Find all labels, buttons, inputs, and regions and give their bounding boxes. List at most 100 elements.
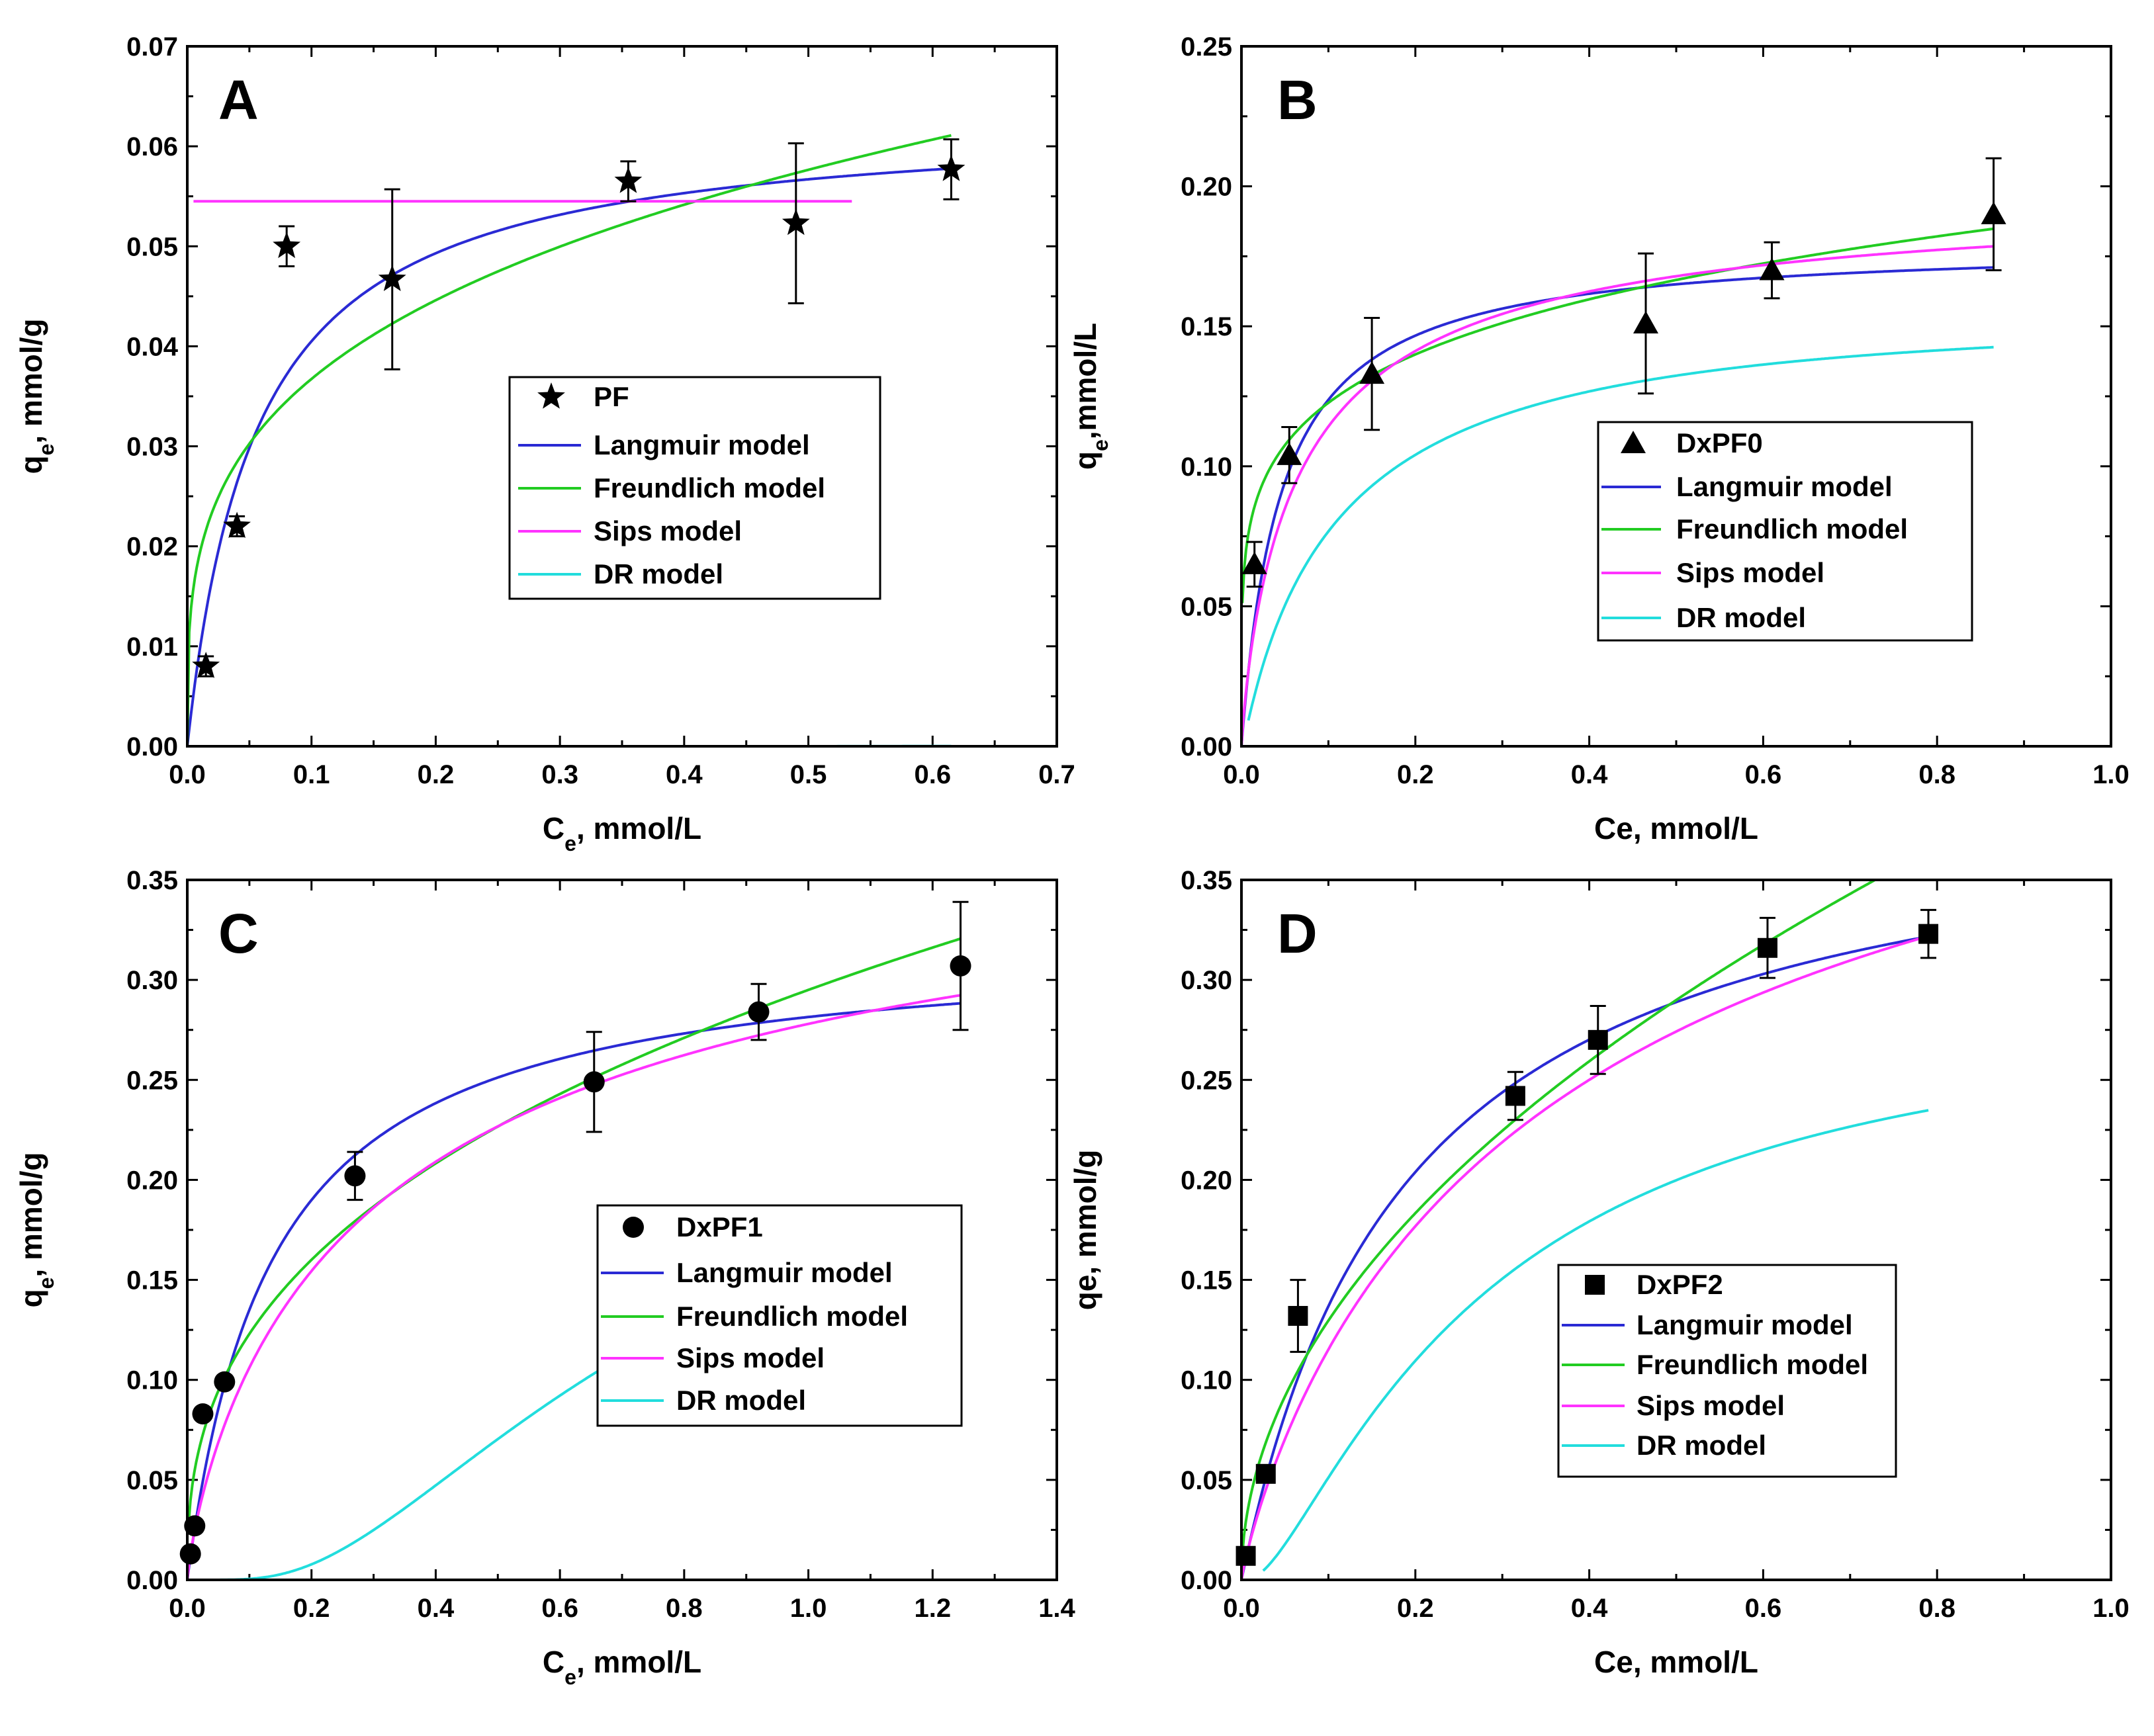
y-tick-label: 0.07: [126, 32, 178, 62]
data-point: [1633, 310, 1659, 333]
y-axis-title-part: e: [34, 444, 58, 456]
x-tick-label: 0.6: [541, 1594, 578, 1623]
x-tick-label: 0.2: [1397, 760, 1434, 789]
y-tick-label: 0.30: [1181, 966, 1232, 995]
x-axis-title-part: e: [564, 832, 576, 855]
curve-sips: [187, 994, 961, 1580]
plot-frame: [186, 879, 1058, 1581]
legend-label: Freundlich model: [1637, 1349, 1868, 1380]
x-tick-label: 0.6: [1745, 760, 1782, 789]
y-tick-label: 0.00: [126, 1566, 178, 1595]
data-point: [614, 167, 643, 193]
data-point: [179, 1543, 201, 1565]
y-tick-label: 0.15: [1181, 1266, 1232, 1295]
y-tick-label: 0.01: [126, 632, 178, 662]
plot-frame: [1240, 879, 2112, 1581]
curve-sips: [1241, 934, 1929, 1580]
y-axis-title-part: q: [14, 1289, 48, 1307]
data-point: [378, 265, 406, 291]
legend-label: Sips model: [594, 515, 742, 546]
y-tick-label: 0.10: [1181, 1366, 1232, 1395]
legend-label: Langmuir model: [1676, 471, 1893, 502]
curve-sips: [1241, 245, 1994, 746]
data-point: [583, 1071, 605, 1093]
y-tick-label: 0.15: [1181, 312, 1232, 341]
legend-label: Sips model: [676, 1342, 825, 1373]
y-tick-label: 0.05: [126, 1466, 178, 1495]
curve-freundlich: [187, 937, 962, 1525]
x-tick-label: 0.3: [541, 760, 578, 789]
y-axis-title-part: ,mmol/L: [1068, 323, 1102, 439]
y-tick-label: 0.35: [1181, 866, 1232, 895]
x-axis-title-part: , mmol/L: [576, 1645, 701, 1679]
legend-marker: [1621, 431, 1646, 453]
y-tick-label: 0.00: [1181, 732, 1232, 761]
y-axis-title: qe, mmol/g: [14, 318, 58, 474]
x-tick-label: 1.4: [1038, 1594, 1075, 1623]
y-axis-title: qe, mmol/g: [14, 1152, 58, 1307]
data-point: [1255, 1463, 1276, 1484]
legend-marker: [1585, 1275, 1605, 1295]
y-tick-label: 0.25: [1181, 32, 1232, 62]
panel-d: 0.0 0.2 0.4 0.6 0.8 1.0 0.00 0.05 0.10 0.15 0.20 0.…: [1068, 866, 2130, 1679]
y-axis-title-part: , mmol/g: [14, 318, 48, 443]
x-tick-label: 1.0: [2092, 760, 2130, 789]
x-tick-label: 0.4: [666, 760, 703, 789]
model-curves: [187, 134, 952, 746]
curve-dr: [1247, 345, 1994, 721]
legend-label: DR model: [1676, 602, 1806, 633]
y-tick-label: 0.15: [126, 1266, 178, 1295]
y-tick-label: 0.10: [126, 1366, 178, 1395]
data-point: [214, 1371, 236, 1393]
legend-label: Sips model: [1676, 557, 1824, 588]
data-point: [1277, 442, 1302, 465]
x-tick-label: 0.0: [1223, 1594, 1260, 1623]
x-axis-title-part: Ce, mmol/L: [1594, 1645, 1758, 1679]
y-axis-title-part: qe, mmol/g: [1068, 1150, 1102, 1311]
legend: DxPF2 Langmuir model Freundlich model Sips …: [1557, 1264, 1897, 1478]
data-point: [1359, 361, 1385, 384]
data-point: [748, 1001, 770, 1023]
x-tick-label: 0.0: [1223, 760, 1260, 789]
model-curves: [1241, 227, 1994, 746]
x-tick-label: 0.4: [1571, 1594, 1608, 1623]
y-axis-title-part: q: [14, 455, 48, 474]
legend-label: PF: [594, 381, 629, 412]
data-point: [223, 511, 251, 539]
x-axis-title-part: Ce, mmol/L: [1594, 811, 1758, 846]
data-point: [192, 1403, 214, 1425]
x-axis-title-part: C: [543, 811, 564, 846]
panel-letter: D: [1277, 902, 1318, 965]
data-point: [950, 955, 971, 976]
panel-c: 0.0 0.2 0.4 0.6 0.8 1.0 1.2 1.4 0.00 0.05 0.10 0.15…: [14, 866, 1076, 1689]
x-axis-title-part: C: [543, 1645, 564, 1679]
curve-langmuir: [1241, 935, 1929, 1580]
x-tick-label: 0.0: [169, 760, 206, 789]
x-tick-label: 0.4: [418, 1594, 455, 1623]
data-point: [1759, 257, 1785, 281]
x-axis-title-part: e: [564, 1665, 576, 1689]
legend-marker: [537, 382, 565, 409]
y-tick-label: 0.06: [126, 132, 178, 161]
legend-label: DR model: [594, 558, 723, 589]
panel-b: 0.0 0.2 0.4 0.6 0.8 1.0 0.00 0.05 0.10 0.15 0.20 0.…: [1068, 32, 2130, 846]
y-tick-label: 0.25: [126, 1066, 178, 1095]
plot-frame: [186, 45, 1058, 748]
legend-label: Sips model: [1637, 1390, 1785, 1421]
data-point: [1288, 1305, 1308, 1326]
y-axis-title: qe,mmol/L: [1068, 323, 1112, 470]
data-point: [782, 208, 810, 236]
x-axis-title: Ce, mmol/L: [1594, 1645, 1758, 1679]
x-tick-label: 1.2: [914, 1594, 951, 1623]
x-tick-label: 0.6: [914, 760, 951, 789]
y-axis-title-part: , mmol/g: [14, 1152, 48, 1277]
data-point: [1235, 1545, 1256, 1566]
x-tick-label: 0.1: [293, 760, 330, 789]
model-curves: [1241, 880, 1929, 1580]
y-tick-label: 0.20: [1181, 173, 1232, 202]
legend-box: [1597, 421, 1973, 642]
data-point: [1505, 1086, 1525, 1106]
data-point: [184, 1515, 206, 1537]
x-tick-label: 1.0: [2092, 1594, 2130, 1623]
legend: DxPF0 Langmuir model Freundlich model Sips …: [1597, 421, 1973, 642]
